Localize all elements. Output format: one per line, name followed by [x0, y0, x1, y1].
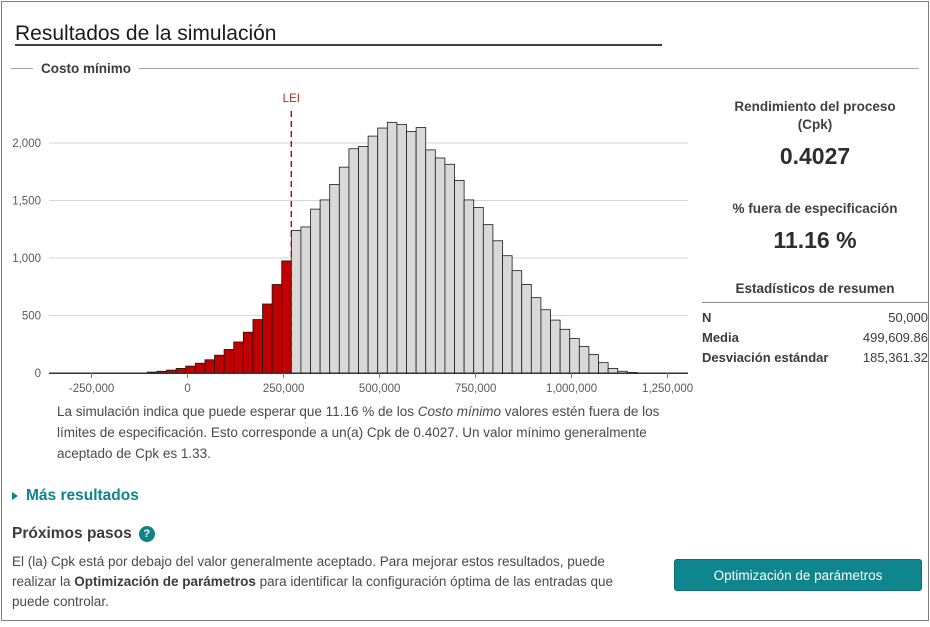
results-panel: Rendimiento del proceso (Cpk) 0.4027 % f…: [702, 98, 928, 368]
caption-variable-name: Costo mínimo: [417, 404, 502, 419]
svg-text:0: 0: [184, 383, 190, 395]
cpk-heading-line2: (Cpk): [797, 117, 833, 132]
next-steps-bold: Optimización de parámetros: [74, 574, 256, 589]
svg-text:LEI: LEI: [283, 93, 300, 105]
simulation-caption: La simulación indica que puede esperar q…: [57, 401, 697, 464]
svg-text:1,250,000: 1,250,000: [642, 383, 693, 395]
summary-statistics-rows: N 50,000 Media 499,609.86 Desviación est…: [702, 308, 928, 368]
table-row: N 50,000: [702, 308, 928, 328]
svg-text:250,000: 250,000: [263, 383, 305, 395]
svg-text:500,000: 500,000: [359, 383, 401, 395]
table-row: Desviación estándar 185,361.32: [702, 348, 928, 368]
histogram-svg: 0 500 1,000 1,500 2,000 -250,000 0 250,000 500,0…: [12, 93, 693, 395]
svg-text:0: 0: [35, 368, 41, 380]
svg-text:750,000: 750,000: [455, 383, 497, 395]
group-divider-right: [139, 68, 919, 69]
more-results-label: Más resultados: [26, 487, 139, 504]
page-title: Resultados de la simulación: [15, 22, 277, 46]
title-underline: [15, 44, 662, 46]
stat-label-mean: Media: [702, 330, 739, 345]
svg-text:-250,000: -250,000: [69, 383, 114, 395]
next-steps-part1: El (la) Cpk está por debajo del valor ge…: [12, 554, 605, 589]
stat-value-stdev: 185,361.32: [862, 350, 928, 365]
caption-part2: valores estén fuera de los límites de es…: [57, 404, 660, 461]
group-divider-left: [11, 68, 33, 69]
svg-text:500: 500: [22, 311, 41, 323]
next-steps-heading: Próximos pasos: [12, 525, 132, 542]
table-row: Media 499,609.86: [702, 328, 928, 348]
histogram-chart: 0 500 1,000 1,500 2,000 -250,000 0 250,000 500,0…: [10, 86, 700, 398]
chevron-right-icon: [12, 492, 18, 500]
more-results-toggle[interactable]: Más resultados: [12, 487, 139, 505]
out-of-spec-value: 11.16 %: [773, 227, 857, 253]
caption-part1: La simulación indica que puede esperar q…: [57, 404, 418, 419]
stat-label-n: N: [702, 310, 712, 325]
parameter-optimization-button[interactable]: Optimización de parámetros: [674, 559, 922, 591]
group-label: Costo mínimo: [41, 61, 131, 76]
stat-label-stdev: Desviación estándar: [702, 350, 829, 365]
svg-text:1,000: 1,000: [12, 253, 41, 265]
svg-text:2,000: 2,000: [12, 138, 41, 150]
next-steps-text: El (la) Cpk está por debajo del valor ge…: [12, 552, 644, 612]
stat-value-n: 50,000: [888, 310, 928, 325]
out-of-spec-heading: % fuera de especificación: [732, 201, 898, 216]
next-steps-header: Próximos pasos ?: [12, 525, 155, 543]
cpk-value: 0.4027: [779, 143, 851, 169]
stat-value-mean: 499,609.86: [862, 330, 928, 345]
summary-statistics-table: Estadísticos de resumen N 50,000 Media 4…: [702, 281, 928, 368]
cpk-heading-line1: Rendimiento del proceso: [734, 99, 896, 114]
svg-text:1,000,000: 1,000,000: [546, 383, 597, 395]
svg-text:1,500: 1,500: [12, 196, 41, 208]
next-steps-part2: para identificar la configuración óptima…: [12, 574, 614, 609]
help-icon[interactable]: ?: [138, 526, 155, 542]
summary-statistics-title: Estadísticos de resumen: [702, 281, 928, 303]
variable-group-header: Costo mínimo: [11, 61, 919, 76]
